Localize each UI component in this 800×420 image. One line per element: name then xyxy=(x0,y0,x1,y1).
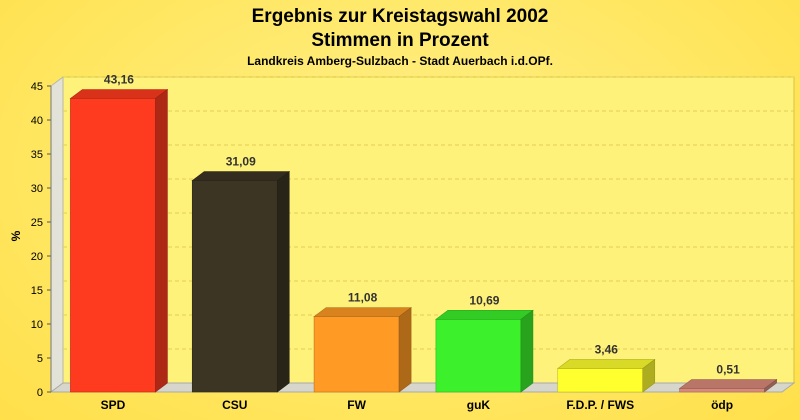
bar-value-label: 31,09 xyxy=(226,155,256,169)
chart-title: Ergebnis zur Kreistagswahl 2002 xyxy=(252,6,549,27)
bar-side xyxy=(520,309,534,393)
bar-side xyxy=(155,88,168,393)
bar xyxy=(70,98,156,393)
bar-value-label: 3,46 xyxy=(595,342,619,356)
x-category-label: guK xyxy=(467,398,491,412)
y-tick-label: 40 xyxy=(31,115,43,127)
y-tick-label: 20 xyxy=(31,251,43,263)
y-axis-label: % xyxy=(9,230,23,241)
x-category-label: ödp xyxy=(711,398,733,412)
y-tick-label: 0 xyxy=(37,387,43,399)
bar-top xyxy=(191,171,291,181)
bar-side xyxy=(398,307,412,393)
plot-left-wall xyxy=(50,76,64,393)
bar-value-label: 43,16 xyxy=(104,73,134,87)
bar xyxy=(191,180,278,393)
bar xyxy=(679,388,765,393)
y-tick-label: 25 xyxy=(31,217,43,229)
bar-top xyxy=(435,310,534,320)
y-tick-label: 35 xyxy=(31,149,43,161)
bar-value-label: 0,51 xyxy=(716,363,740,377)
bar-side xyxy=(642,358,656,393)
bar-value-label: 11,08 xyxy=(348,291,378,305)
chart-subtitle: Stimmen in Prozent xyxy=(311,30,489,51)
bar xyxy=(313,316,400,393)
x-category-label: FW xyxy=(347,398,366,412)
y-tick-label: 45 xyxy=(31,81,43,93)
bar-top xyxy=(313,307,412,317)
plot-area: 0 5 10 15 20 25 30 35 40 45 43,16 SPD 31,09 CSU 11,08 F… xyxy=(31,73,796,412)
bar-side xyxy=(276,170,290,393)
x-category-label: F.D.P. / FWS xyxy=(566,398,634,412)
bar-top xyxy=(556,359,656,369)
bar-value-label: 10,69 xyxy=(469,293,499,307)
bar-top xyxy=(678,379,778,389)
y-tick-label: 5 xyxy=(37,353,43,365)
bar-side xyxy=(764,378,777,393)
y-tick-label: 10 xyxy=(31,319,43,331)
bar-top xyxy=(69,89,169,99)
y-tick-label: 30 xyxy=(31,183,43,195)
bar xyxy=(557,368,644,393)
x-category-label: SPD xyxy=(101,398,126,412)
bar xyxy=(435,319,522,393)
plot-back-wall xyxy=(62,76,795,384)
chart-region-subtitle: Landkreis Amberg-Sulzbach - Stadt Auerba… xyxy=(247,54,553,68)
x-category-label: CSU xyxy=(222,398,247,412)
y-tick-label: 15 xyxy=(31,285,43,297)
